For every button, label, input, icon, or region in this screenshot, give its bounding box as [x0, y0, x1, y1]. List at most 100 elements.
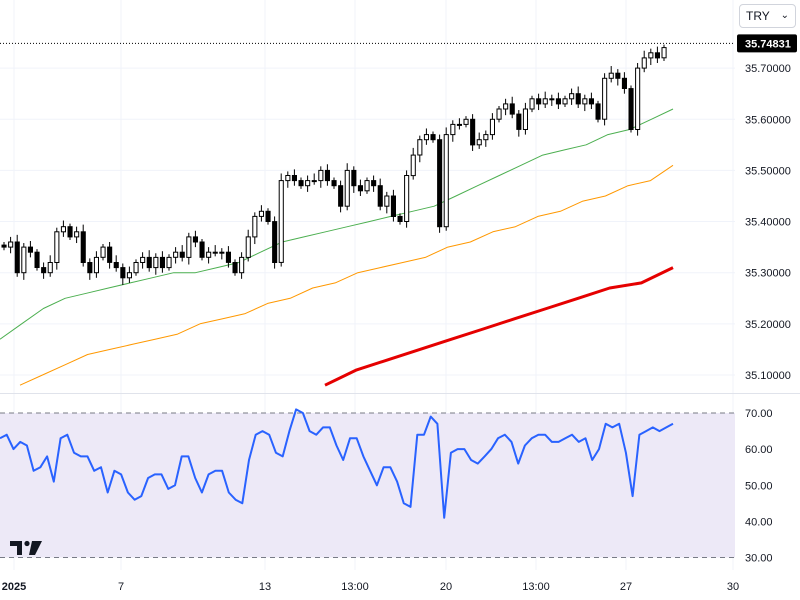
candle-body [595, 103, 601, 120]
currency-label: TRY [746, 9, 770, 23]
candle-body [615, 72, 621, 79]
price-tick-label: 35.40000 [745, 217, 791, 229]
candle-body [298, 180, 304, 187]
candle-body [549, 98, 555, 101]
price-axis[interactable]: 35.10000 35.20000 35.30000 35.40000 35.50000… [745, 63, 791, 382]
candle-body [529, 98, 535, 110]
candle-body [245, 236, 251, 258]
candle-body [113, 262, 119, 269]
candle-body [410, 154, 416, 177]
candle-body [212, 251, 218, 254]
candle-body [661, 47, 667, 59]
candle-body [463, 118, 469, 125]
candle-body [588, 98, 595, 105]
candle-body [192, 236, 198, 243]
candle-body [516, 113, 522, 130]
candle-body [338, 185, 344, 207]
candle-body [496, 108, 502, 120]
time-tick-label: 7 [118, 581, 124, 593]
rsi-line [0, 408, 674, 519]
rsi-tick-label: 70.00 [745, 408, 773, 420]
price-tick-label: 35.30000 [745, 268, 791, 280]
candle-body [179, 251, 185, 258]
candle-body [331, 180, 337, 187]
last-price-badge-box [737, 34, 797, 53]
chevron-down-icon: ⌄ [780, 10, 789, 21]
price-tick-label: 35.70000 [745, 63, 791, 75]
price-tick-label: 35.50000 [745, 165, 791, 177]
candle-body [60, 226, 67, 233]
moving-averages [0, 108, 674, 387]
rsi-band [0, 413, 735, 558]
time-tick-label: 13:00 [341, 581, 369, 593]
time-axis[interactable]: 2025 7 13 13:00 20 13:00 27 30 [2, 581, 739, 593]
candle-body [305, 180, 311, 187]
currency-selector[interactable]: TRY ⌄ [739, 4, 796, 28]
time-tick-label: 2025 [2, 581, 26, 593]
candle-body [8, 241, 14, 248]
candle-body [536, 98, 542, 105]
candle-body [456, 123, 462, 126]
candle-body [27, 246, 33, 253]
candle-body [133, 262, 139, 274]
candle-body [80, 231, 86, 264]
candle-body [555, 98, 562, 105]
candle-body [318, 169, 324, 182]
candle-body [654, 52, 661, 59]
candle-body [621, 77, 628, 90]
candle-body [437, 139, 443, 228]
candle-body [364, 180, 370, 192]
candle-body [324, 169, 330, 182]
candle-body [140, 256, 146, 263]
candle-body [483, 134, 489, 141]
candle-body [562, 98, 568, 105]
last-price-label: 35.74831 [745, 38, 791, 50]
price-tick-label: 35.20000 [745, 319, 791, 331]
last-price-badge: 35.74831 [737, 34, 797, 53]
candle-body [430, 134, 436, 141]
candle-body [93, 256, 100, 274]
candle-body [1, 244, 7, 248]
time-tick-label: 20 [440, 581, 452, 593]
candle-body [509, 103, 515, 115]
rsi-axis[interactable]: 30.00 40.00 50.00 60.00 70.00 [745, 408, 773, 565]
candlesticks [1, 44, 667, 285]
candle-body [159, 256, 165, 269]
candle-body [232, 262, 238, 274]
candle-body [390, 195, 396, 217]
candle-body [278, 180, 284, 263]
time-tick-label: 27 [620, 581, 632, 593]
candle-body [166, 256, 172, 269]
candle-body [602, 77, 608, 120]
candle-body [272, 221, 278, 264]
candle-body [126, 272, 133, 279]
candle-body [47, 262, 53, 274]
candle-body [443, 134, 449, 228]
candle-body [371, 180, 377, 187]
candle-body [641, 57, 647, 69]
candle-body [120, 267, 126, 279]
time-tick-label: 30 [727, 581, 739, 593]
candle-body [522, 108, 529, 130]
candle-body [87, 262, 93, 274]
candle-body [21, 246, 27, 274]
candle-body [100, 246, 106, 258]
moving-average-1 [0, 108, 674, 340]
candle-body [470, 118, 476, 146]
candle-body [397, 215, 403, 222]
candle-body [265, 210, 271, 223]
candle-body [107, 246, 113, 263]
candle-body [575, 93, 581, 105]
candle-body [503, 103, 509, 110]
price-tick-label: 35.60000 [745, 114, 791, 126]
candle-body [199, 241, 205, 258]
candle-body [54, 231, 60, 264]
moving-average-3 [324, 266, 674, 387]
rsi-tick-label: 40.00 [745, 516, 773, 528]
candle-body [146, 256, 152, 269]
candle-body [239, 256, 245, 274]
candle-body [569, 93, 575, 100]
candle-body [384, 195, 390, 207]
candle-body [489, 118, 495, 136]
